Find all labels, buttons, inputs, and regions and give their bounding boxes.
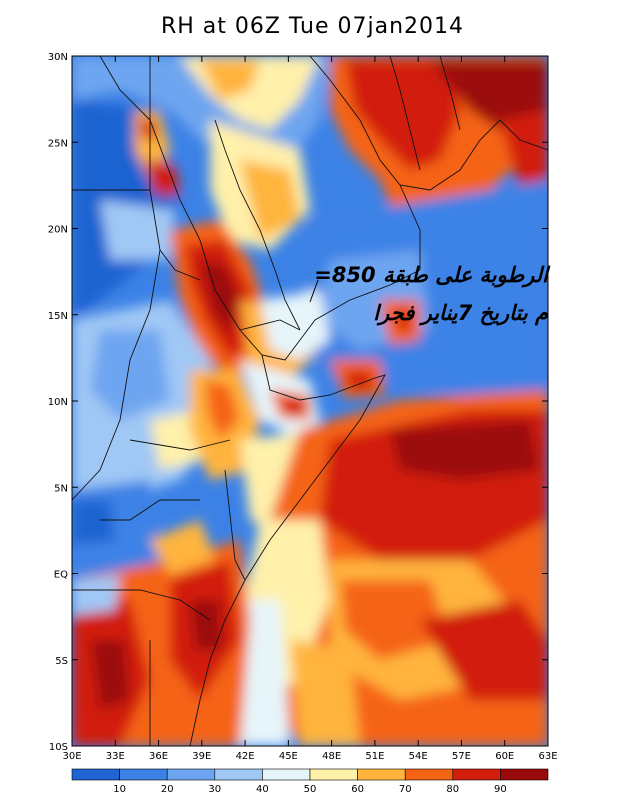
colorbar-swatch — [262, 768, 311, 781]
x-tick-label: 42E — [236, 751, 255, 762]
colorbar-swatch — [166, 768, 216, 781]
colorbar-swatch — [214, 768, 263, 781]
y-tick-label: 30N — [48, 52, 68, 63]
colorbar-swatch — [119, 768, 168, 781]
x-tick-label: 36E — [149, 751, 168, 762]
coastlines — [72, 56, 548, 746]
colorbar-label: 90 — [494, 784, 507, 795]
annotation-line-2: م بتاريخ 7يناير فجرا — [373, 301, 549, 326]
humidity-field — [72, 56, 548, 746]
annotation-arrow — [309, 279, 319, 303]
colorbar-swatch — [357, 768, 406, 781]
x-tick-label: 30E — [62, 751, 81, 762]
y-tick-label: 20N — [48, 225, 68, 236]
colorbar-label: 50 — [304, 784, 317, 795]
colorbar-label: 30 — [208, 784, 221, 795]
colorbar-label: 40 — [256, 784, 269, 795]
annotation-line-1: =الرطوبة على طبقة 850 — [314, 263, 551, 288]
x-tick-label: 57E — [452, 751, 471, 762]
y-tick-label: 15N — [48, 311, 68, 322]
axis-ticks: 30E 33E 36E 39E 42E 45E 48E 51E 54E 57E 60E 63E 10S 5… — [48, 52, 558, 762]
colorbar-swatch — [452, 768, 501, 781]
x-tick-label: 45E — [279, 751, 298, 762]
colorbar-swatch — [500, 768, 549, 781]
colorbar-label: 60 — [351, 784, 364, 795]
x-tick-label: 54E — [409, 751, 428, 762]
colorbar-swatch — [309, 768, 358, 781]
colorbar-label: 10 — [113, 784, 126, 795]
colorbar-label: 80 — [446, 784, 459, 795]
y-tick-label: EQ — [54, 570, 68, 581]
x-tick-label: 33E — [106, 751, 125, 762]
y-tick-label: 25N — [48, 138, 68, 149]
y-tick-label: 10S — [49, 742, 68, 753]
x-tick-label: 51E — [365, 751, 384, 762]
colorbar-label: 20 — [161, 784, 174, 795]
y-tick-label: 5N — [54, 483, 68, 494]
colorbar-label: 70 — [399, 784, 412, 795]
x-tick-label: 63E — [538, 751, 557, 762]
y-tick-label: 10N — [48, 397, 68, 408]
colorbar-swatch — [71, 768, 120, 781]
x-tick-label: 60E — [495, 751, 514, 762]
map-title: RH at 06Z Tue 07jan2014 — [160, 14, 465, 39]
y-tick-label: 5S — [55, 656, 68, 667]
colorbar-swatch — [404, 768, 454, 781]
x-tick-label: 39E — [192, 751, 211, 762]
x-tick-label: 48E — [322, 751, 341, 762]
colorbar: 10 20 30 40 50 60 70 80 90 — [71, 768, 549, 795]
